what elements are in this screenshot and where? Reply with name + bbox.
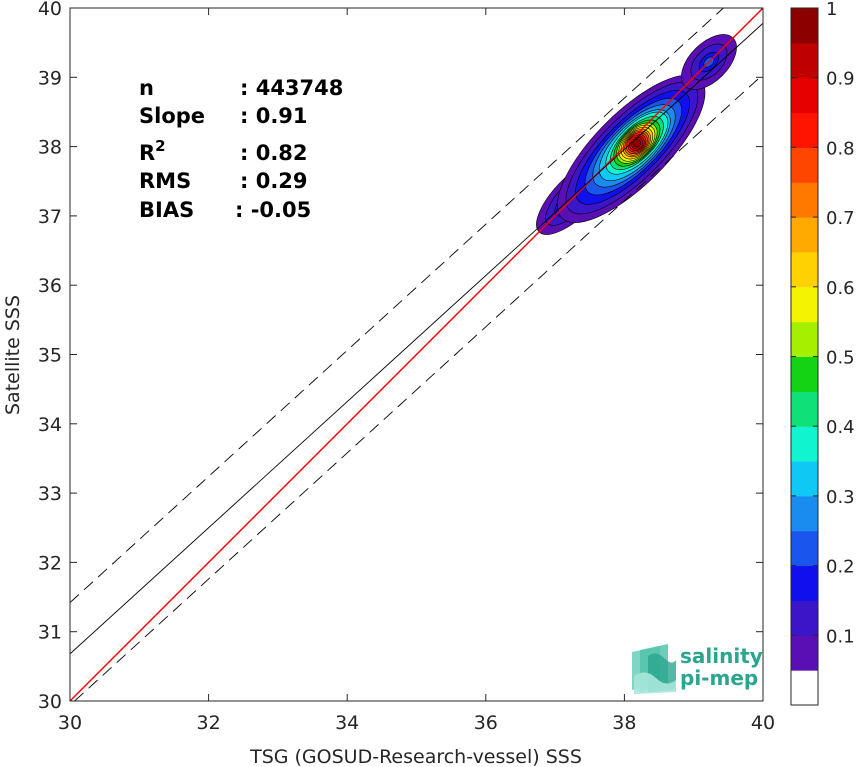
colorbar-segment bbox=[791, 426, 818, 462]
colorbar-label: 0.2 bbox=[826, 557, 855, 578]
colorbar-segment bbox=[791, 391, 818, 427]
y-tick-label: 35 bbox=[38, 345, 62, 367]
colorbar-segment bbox=[791, 251, 818, 288]
stat-key-superscript: 2 bbox=[155, 137, 165, 155]
x-tick-label: 30 bbox=[58, 712, 82, 734]
y-tick-label: 31 bbox=[38, 622, 62, 644]
lower-bound-line bbox=[74, 74, 764, 702]
colorbar-segment bbox=[791, 8, 818, 44]
axis-ticks: 30 32 34 36 38 40 30 31 32 33 34 35 36 37 38 39 40 bbox=[38, 0, 775, 734]
colorbar-segment bbox=[791, 147, 818, 183]
logo-text-salinity: salinity bbox=[680, 644, 763, 668]
x-tick-label: 36 bbox=[474, 712, 498, 734]
colorbar-label: 1 bbox=[826, 0, 837, 20]
colorbar-segment bbox=[791, 461, 818, 497]
colorbar-label: 0.3 bbox=[826, 487, 855, 508]
colorbar: 0.1 0.2 0.3 0.4 0.5 0.6 0.7 0.8 0.9 1 bbox=[790, 0, 855, 706]
identity-line bbox=[69, 7, 764, 702]
stat-key-bias: BIAS bbox=[139, 198, 194, 222]
logo-text-pi-mep: pi-mep bbox=[680, 666, 758, 690]
stat-value-n: : 443748 bbox=[240, 76, 343, 100]
y-tick-label: 33 bbox=[38, 483, 62, 505]
colorbar-segment bbox=[791, 77, 818, 114]
y-tick-label: 37 bbox=[38, 206, 62, 228]
colorbar-label: 0.7 bbox=[826, 208, 855, 229]
stat-value-rms: : 0.29 bbox=[240, 169, 308, 193]
stats-annotation: n : 443748 Slope : 0.91 R2 : 0.82 RMS : 0.29 BIA… bbox=[139, 76, 343, 222]
stat-value-slope: : 0.91 bbox=[240, 104, 308, 128]
density-contours bbox=[536, 34, 737, 235]
y-tick-label: 38 bbox=[38, 137, 62, 159]
stat-key-slope: Slope bbox=[139, 104, 205, 128]
stat-value-r: : 0.82 bbox=[240, 141, 308, 165]
regression-line bbox=[69, 22, 764, 655]
x-tick-label: 38 bbox=[612, 712, 636, 734]
reference-lines bbox=[69, 7, 764, 702]
colorbar-segment bbox=[791, 286, 818, 323]
colorbar-label: 0.9 bbox=[826, 69, 855, 90]
colorbar-segment bbox=[791, 670, 818, 706]
x-tick-label: 34 bbox=[335, 712, 359, 734]
colorbar-segment bbox=[791, 321, 818, 357]
salinity-pi-mep-logo: salinity pi-mep bbox=[632, 644, 763, 694]
colorbar-label: 0.1 bbox=[826, 626, 855, 647]
colorbar-segment bbox=[791, 495, 818, 532]
y-tick-label: 34 bbox=[38, 414, 62, 436]
colorbar-segment bbox=[791, 600, 818, 636]
colorbar-label: 0.6 bbox=[826, 278, 855, 299]
colorbar-segment bbox=[791, 112, 818, 148]
y-tick-label: 32 bbox=[38, 552, 62, 574]
x-tick-label: 32 bbox=[197, 712, 221, 734]
colorbar-label: 0.4 bbox=[826, 417, 855, 438]
stat-key-rms: RMS bbox=[139, 169, 191, 193]
colorbar-segment bbox=[791, 182, 818, 218]
x-tick-label: 40 bbox=[751, 712, 775, 734]
colorbar-segment bbox=[791, 635, 818, 671]
colorbar-label: 0.8 bbox=[826, 138, 855, 159]
colorbar-segment bbox=[791, 565, 818, 601]
y-tick-label: 36 bbox=[38, 275, 62, 297]
x-axis-title: TSG (GOSUD-Research-vessel) SSS bbox=[249, 746, 582, 767]
colorbar-label: 0.5 bbox=[826, 348, 855, 369]
y-tick-label: 30 bbox=[38, 691, 62, 713]
stat-key-n: n bbox=[139, 76, 154, 100]
colorbar-segment bbox=[791, 42, 818, 79]
colorbar-segment bbox=[791, 356, 818, 392]
stat-key-r: R2 bbox=[139, 137, 166, 165]
colorbar-segment bbox=[791, 217, 818, 253]
stat-value-bias: : -0.05 bbox=[235, 198, 311, 222]
y-tick-label: 40 bbox=[38, 0, 62, 20]
y-tick-label: 39 bbox=[38, 67, 62, 89]
colorbar-segment bbox=[791, 530, 818, 567]
logo-wave-icon bbox=[632, 644, 676, 694]
y-axis-title: Satellite SSS bbox=[2, 295, 24, 415]
upper-bound-line bbox=[69, 7, 724, 603]
